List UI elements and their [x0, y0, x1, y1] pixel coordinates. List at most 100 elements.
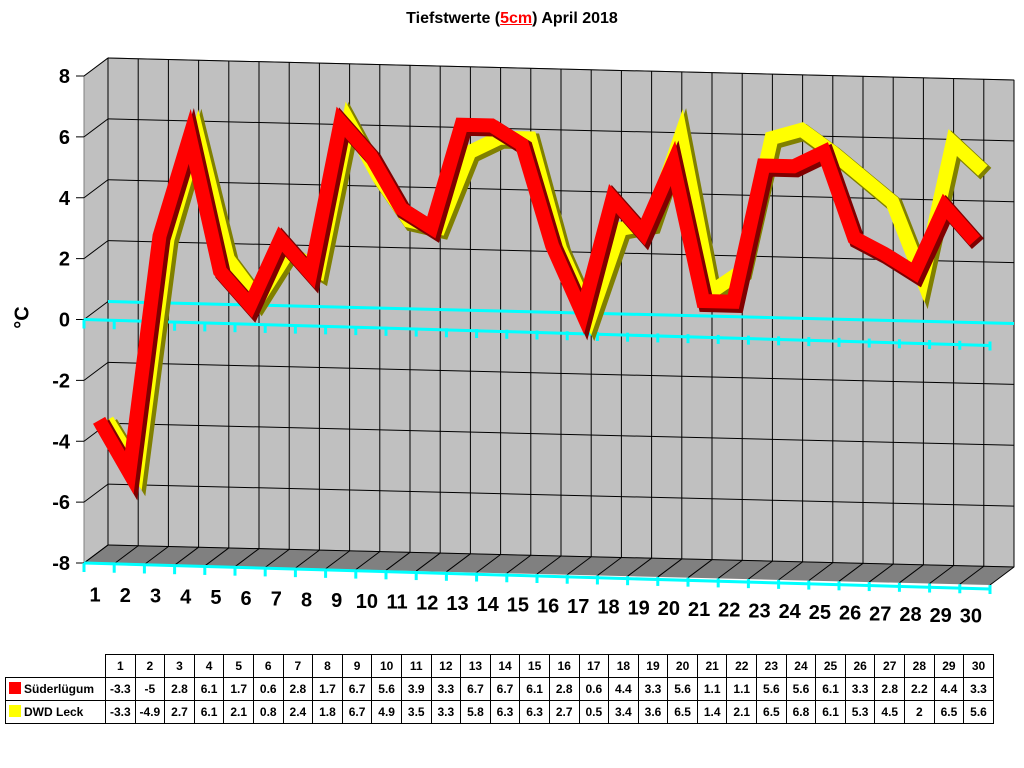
table-header-cell: 6 — [252, 654, 284, 678]
table-cell: 6.5 — [756, 700, 787, 724]
title-suffix: ) April 2018 — [532, 10, 618, 27]
x-tick-label: 27 — [869, 603, 891, 625]
floor-gridline — [627, 557, 652, 577]
table-cell: 1.8 — [312, 700, 343, 724]
table-cell: 2.8 — [548, 677, 580, 701]
table-header-cell: 10 — [371, 654, 402, 678]
floor-gridline — [385, 551, 411, 571]
table-header-cell: 11 — [400, 654, 432, 678]
floor-gridline — [295, 549, 320, 569]
x-tick-label: 10 — [356, 591, 378, 613]
table-cell: 3.9 — [400, 677, 432, 701]
gridline-side — [83, 301, 109, 320]
floor-gridline — [748, 560, 773, 580]
table-header-cell: 21 — [696, 654, 728, 678]
y-tick-label: 0 — [59, 310, 70, 332]
floor-gridline — [657, 558, 683, 578]
floor-gridline — [868, 563, 894, 583]
table-header-cell: 24 — [785, 654, 817, 678]
x-tick-label: 7 — [271, 589, 282, 611]
table-cell: 3.6 — [637, 700, 669, 724]
y-tick-label: 8 — [59, 66, 70, 88]
table-cell: 6.7 — [489, 677, 521, 701]
floor-gridline — [778, 561, 803, 581]
table-cell: -3.3 — [105, 700, 136, 724]
table-cell: 2.8 — [164, 677, 195, 701]
gridline-side — [83, 57, 109, 77]
table-cell: 6.3 — [489, 700, 521, 724]
x-tick-label: 25 — [809, 602, 831, 624]
table-cell: 6.3 — [519, 700, 550, 724]
floor-gridline — [838, 562, 864, 582]
table-header-cell: 30 — [963, 654, 994, 678]
table-cell: -3.3 — [105, 677, 136, 701]
y-tick-label: 2 — [59, 249, 70, 271]
x-tick-label: 9 — [331, 590, 342, 612]
table-header-cell: 28 — [904, 654, 935, 678]
table-header-cell: 8 — [312, 654, 343, 678]
floor-gridline — [204, 547, 230, 567]
table-cell: 0.6 — [578, 677, 610, 701]
x-tick-label: 3 — [150, 586, 161, 608]
floor-gridline — [687, 559, 713, 579]
table-cell: 3.3 — [963, 677, 994, 701]
table-cell: 4.9 — [371, 700, 402, 724]
table-cell: 3.5 — [400, 700, 432, 724]
floor-gridline — [959, 565, 985, 585]
table-cell: 2.1 — [223, 700, 254, 724]
table-cell: 6.1 — [193, 677, 225, 701]
x-tick-label: 13 — [446, 593, 468, 615]
table-header-cell: 26 — [844, 654, 876, 678]
table-header-cell: 14 — [489, 654, 521, 678]
y-tick-label: -8 — [52, 553, 70, 575]
x-tick-label: 4 — [180, 586, 192, 608]
floor-gridline — [597, 557, 622, 576]
x-tick-label: 12 — [416, 592, 438, 614]
table-header-cell: 29 — [933, 654, 965, 678]
table-cell: 4.4 — [608, 677, 639, 701]
table-header-cell: 20 — [667, 654, 698, 678]
x-tick-label: 21 — [688, 599, 710, 621]
table-cell: 1.4 — [696, 700, 728, 724]
table-cell: 2 — [904, 700, 935, 724]
floor-gridline — [415, 552, 441, 572]
table-cell: 6.7 — [341, 677, 373, 701]
table-cell: 5.8 — [460, 700, 491, 724]
y-tick-label: 4 — [59, 188, 71, 210]
floor-gridline — [536, 555, 562, 575]
table-cell: 6.1 — [815, 677, 846, 701]
x-tick-label: 26 — [839, 603, 861, 625]
table-cell: 0.8 — [252, 700, 284, 724]
gridline-side — [83, 361, 109, 381]
table-row: DWD Leck -3.3 -4.9 2.7 6.1 2.1 0.8 2.4 1.8 6.7 4.9… — [5, 700, 994, 724]
floor-gridline — [113, 545, 139, 565]
table-cell: 6.5 — [667, 700, 698, 724]
legend-entry: Süderlügum — [5, 677, 106, 701]
table-header-cell: 7 — [282, 654, 314, 678]
floor-gridline — [83, 544, 109, 564]
x-tick-label: 23 — [748, 600, 770, 622]
floor-gridline — [264, 549, 290, 568]
series-line-suderlugum — [93, 106, 981, 495]
table-cell: 6.1 — [815, 700, 846, 724]
x-tick-label: 15 — [507, 595, 529, 617]
table-header-cell: 18 — [608, 654, 639, 678]
floor-gridline — [446, 553, 471, 573]
table-cell: -5 — [134, 677, 166, 701]
data-table: 1 2 3 4 5 6 7 8 9 10 11 12 13 14 15 16 17 18 19 20 21 22 23 24 2… — [5, 654, 994, 724]
table-cell: 4.4 — [933, 677, 965, 701]
table-cell: 3.3 — [637, 677, 669, 701]
table-cell: 6.7 — [341, 700, 373, 724]
floor-gridline — [476, 554, 501, 573]
table-header-cell: 12 — [430, 654, 462, 678]
floor-gridline — [929, 565, 954, 584]
x-tick-label: 28 — [899, 604, 921, 626]
table-cell: 5.6 — [756, 677, 787, 701]
table-header-cell: 23 — [756, 654, 787, 678]
table-cell: 4.5 — [874, 700, 906, 724]
table-cell: 5.3 — [844, 700, 876, 724]
table-cell: 5.6 — [371, 677, 402, 701]
floor-gridline — [506, 554, 532, 574]
table-cell: 1.1 — [726, 677, 758, 701]
